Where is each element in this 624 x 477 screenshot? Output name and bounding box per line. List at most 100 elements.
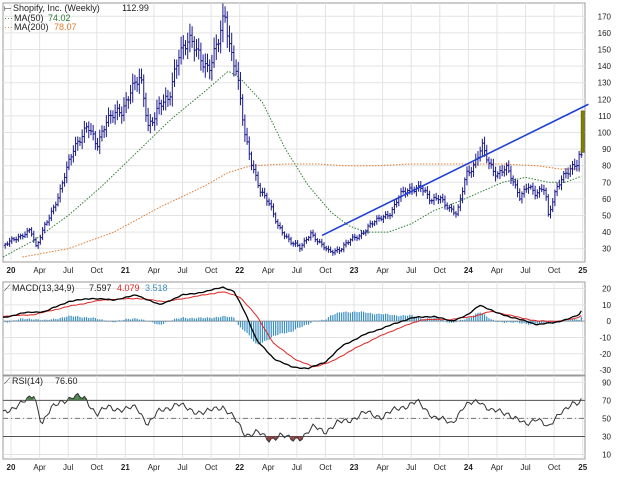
x-tick-label: Jul bbox=[520, 266, 530, 275]
x-tick-label: Oct bbox=[548, 266, 561, 275]
macd-histogram-bar bbox=[444, 320, 446, 322]
macd-histogram-bar bbox=[516, 321, 519, 323]
macd-histogram-bar bbox=[294, 321, 297, 330]
macd-histogram-bar bbox=[226, 316, 228, 322]
legend-hist-value: 3.518 bbox=[145, 283, 168, 293]
macd-histogram-bar bbox=[393, 314, 396, 322]
macd-histogram-bar bbox=[4, 321, 6, 323]
macd-histogram-bar bbox=[72, 316, 74, 322]
macd-histogram-bar bbox=[272, 321, 275, 336]
legend-last-value: 112.99 bbox=[122, 3, 149, 13]
macd-histogram-bar bbox=[193, 318, 195, 322]
macd-histogram-bar bbox=[365, 312, 367, 322]
macd-histogram-bar bbox=[266, 321, 268, 341]
price-y-tick-label: 40 bbox=[602, 228, 611, 237]
price-y-tick-label: 50 bbox=[602, 212, 611, 221]
macd-histogram-bar bbox=[50, 319, 52, 322]
macd-y-tick-label: 0 bbox=[607, 317, 612, 326]
macd-histogram-bar bbox=[461, 319, 464, 322]
x-tick-label: Apr bbox=[262, 266, 275, 275]
legend-macd-icon: ⟋ bbox=[4, 283, 11, 293]
macd-histogram-bar bbox=[55, 319, 57, 322]
macd-histogram-bar bbox=[235, 321, 237, 322]
macd-histogram-bar bbox=[244, 321, 246, 332]
macd-histogram-bar bbox=[286, 321, 288, 333]
macd-histogram-bar bbox=[195, 318, 198, 322]
macd-histogram-bar bbox=[90, 317, 92, 322]
macd-histogram-bar bbox=[35, 319, 37, 322]
x-tick-label: Oct bbox=[319, 266, 332, 275]
macd-histogram-bar bbox=[114, 321, 116, 323]
macd-histogram-bar bbox=[105, 321, 107, 322]
macd-histogram-bar bbox=[268, 321, 270, 340]
macd-histogram-bar bbox=[222, 315, 224, 322]
macd-histogram-bar bbox=[574, 319, 576, 322]
rsi-line bbox=[2, 392, 582, 443]
macd-histogram-bar bbox=[536, 321, 538, 325]
price-y-tick-label: 110 bbox=[598, 112, 611, 121]
macd-histogram-bar bbox=[57, 319, 59, 322]
x-tick-label: Oct bbox=[91, 463, 104, 472]
macd-histogram-bar bbox=[481, 313, 483, 322]
macd-histogram-bar bbox=[352, 311, 354, 322]
macd-histogram-bar bbox=[519, 321, 521, 324]
macd-histogram-bar bbox=[191, 317, 193, 322]
macd-histogram-bar bbox=[136, 318, 138, 322]
macd-histogram-bar bbox=[437, 319, 439, 322]
macd-y-tick-label: 10 bbox=[602, 301, 611, 310]
macd-histogram-bar bbox=[404, 315, 406, 322]
macd-histogram-bar bbox=[147, 321, 149, 322]
x-tick-label: Apr bbox=[33, 266, 46, 275]
macd-histogram-bar bbox=[182, 317, 184, 322]
macd-histogram-bar bbox=[464, 319, 466, 322]
price-y-tick-label: 130 bbox=[598, 79, 612, 88]
trendline bbox=[321, 103, 589, 237]
x-tick-label: 23 bbox=[350, 463, 359, 472]
macd-histogram-bar bbox=[198, 317, 200, 322]
legend-ma200-value: 78.07 bbox=[54, 22, 77, 32]
macd-histogram-bar bbox=[281, 321, 283, 334]
x-tick-label: Jul bbox=[63, 266, 73, 275]
macd-histogram-bar bbox=[59, 317, 61, 322]
macd-histogram-bar bbox=[527, 321, 530, 325]
macd-histogram-bar bbox=[132, 318, 134, 322]
x-tick-label: 21 bbox=[121, 463, 130, 472]
macd-histogram-bar bbox=[428, 318, 431, 322]
macd-histogram-bar bbox=[534, 321, 536, 325]
macd-histogram-bar bbox=[477, 312, 479, 322]
macd-histogram-bar bbox=[88, 317, 90, 322]
macd-histogram-bar bbox=[26, 318, 28, 322]
macd-histogram-bar bbox=[81, 317, 83, 322]
macd-histogram-bar bbox=[483, 314, 486, 322]
macd-histogram-bar bbox=[312, 320, 314, 322]
macd-line bbox=[2, 286, 582, 370]
macd-histogram-bar bbox=[167, 321, 169, 322]
x-tick-label: 20 bbox=[7, 266, 16, 275]
macd-histogram-bar bbox=[395, 315, 398, 322]
macd-histogram-bar bbox=[455, 321, 457, 323]
macd-histogram-bar bbox=[215, 316, 217, 322]
macd-histogram-bar bbox=[171, 320, 173, 322]
macd-histogram-bar bbox=[121, 320, 123, 322]
rsi-overbought-fill bbox=[27, 396, 30, 401]
x-tick-label: Oct bbox=[434, 266, 447, 275]
legend-macd-value: 7.597 bbox=[89, 283, 112, 293]
macd-histogram-bar bbox=[345, 311, 347, 322]
macd-histogram-bar bbox=[297, 321, 299, 328]
macd-histogram-bar bbox=[248, 321, 250, 336]
macd-histogram-bar bbox=[110, 321, 112, 322]
rsi-y-tick-label: 50 bbox=[602, 414, 611, 423]
macd-histogram-bar bbox=[52, 318, 55, 322]
macd-histogram-bar bbox=[525, 321, 527, 324]
macd-histogram-bar bbox=[279, 321, 281, 334]
macd-histogram-bar bbox=[503, 321, 505, 324]
legend-ma50-value: 74.02 bbox=[48, 13, 71, 23]
macd-histogram-bar bbox=[125, 318, 127, 322]
macd-histogram-bar bbox=[549, 321, 552, 324]
macd-histogram-bar bbox=[385, 313, 387, 322]
macd-histogram-bar bbox=[492, 319, 494, 322]
macd-histogram-bar bbox=[160, 321, 162, 325]
macd-histogram-bar bbox=[398, 316, 400, 322]
macd-histogram-bar bbox=[250, 321, 253, 339]
macd-histogram-bar bbox=[107, 321, 110, 322]
